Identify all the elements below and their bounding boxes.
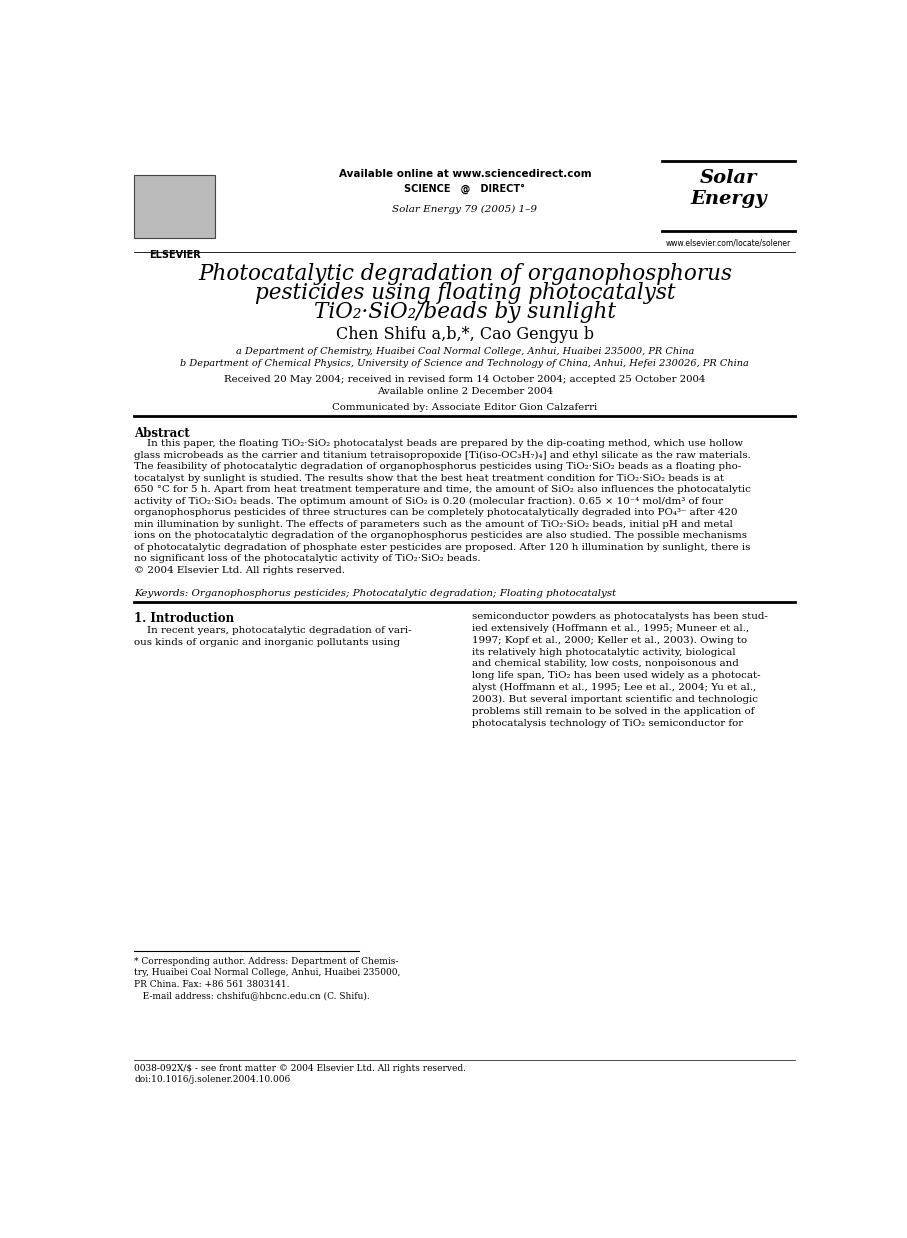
Text: www.elsevier.com/locate/solener: www.elsevier.com/locate/solener (666, 238, 791, 248)
Text: 0038-092X/$ - see front matter © 2004 Elsevier Ltd. All rights reserved.: 0038-092X/$ - see front matter © 2004 El… (134, 1063, 466, 1072)
Bar (134, 176, 215, 238)
Text: 1. Introduction: 1. Introduction (134, 612, 235, 625)
Text: Received 20 May 2004; received in revised form 14 October 2004; accepted 25 Octo: Received 20 May 2004; received in revise… (224, 375, 706, 385)
Text: Communicated by: Associate Editor Gion Calzaferri: Communicated by: Associate Editor Gion C… (332, 404, 598, 412)
Text: * Corresponding author. Address: Department of Chemis-
try, Huaibei Coal Normal : * Corresponding author. Address: Departm… (134, 957, 401, 1000)
Text: Photocatalytic degradation of organophosphorus: Photocatalytic degradation of organophos… (198, 262, 732, 285)
Text: a Department of Chemistry, Huaibei Coal Normal College, Anhui, Huaibei 235000, P: a Department of Chemistry, Huaibei Coal … (236, 347, 694, 355)
Text: TiO₂·SiO₂/beads by sunlight: TiO₂·SiO₂/beads by sunlight (314, 301, 616, 323)
Text: b Department of Chemical Physics, University of Science and Technology of China,: b Department of Chemical Physics, Univer… (180, 359, 749, 368)
Text: Keywords: Organophosphorus pesticides; Photocatalytic degradation; Floating phot: Keywords: Organophosphorus pesticides; P… (134, 589, 617, 598)
Text: In this paper, the floating TiO₂·SiO₂ photocatalyst beads are prepared by the di: In this paper, the floating TiO₂·SiO₂ ph… (134, 439, 751, 574)
Text: Available online at www.sciencedirect.com: Available online at www.sciencedirect.co… (338, 168, 591, 178)
Text: SCIENCE   @   DIRECT°: SCIENCE @ DIRECT° (405, 183, 525, 194)
Text: Available online 2 December 2004: Available online 2 December 2004 (376, 386, 553, 396)
Text: Solar Energy 79 (2005) 1–9: Solar Energy 79 (2005) 1–9 (393, 204, 537, 214)
Text: Energy: Energy (690, 189, 766, 208)
Text: Abstract: Abstract (134, 427, 190, 439)
Text: doi:10.1016/j.solener.2004.10.006: doi:10.1016/j.solener.2004.10.006 (134, 1075, 291, 1084)
Text: Chen Shifu a,b,*, Cao Gengyu b: Chen Shifu a,b,*, Cao Gengyu b (336, 326, 594, 343)
Text: Solar: Solar (699, 168, 757, 187)
Text: In recent years, photocatalytic degradation of vari-
ous kinds of organic and in: In recent years, photocatalytic degradat… (134, 626, 412, 647)
Text: ELSEVIER: ELSEVIER (149, 250, 200, 260)
Text: semiconductor powders as photocatalysts has been stud-
ied extensively (Hoffmann: semiconductor powders as photocatalysts … (472, 612, 767, 728)
Text: pesticides using floating photocatalyst: pesticides using floating photocatalyst (255, 282, 675, 305)
